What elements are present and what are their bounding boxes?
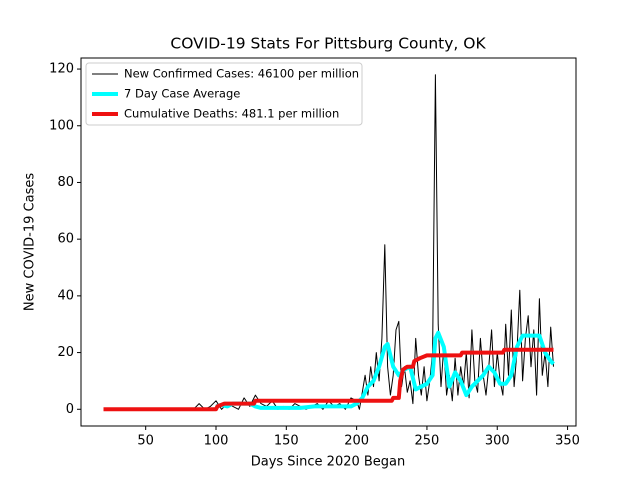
y-axis-label: New COVID-19 Cases xyxy=(23,173,38,311)
chart-title: COVID-19 Stats For Pittsburg County, OK xyxy=(170,35,486,53)
x-tick-label: 200 xyxy=(344,434,369,449)
legend-label: Cumulative Deaths: 481.1 per million xyxy=(124,107,339,121)
x-axis-label: Days Since 2020 Began xyxy=(251,455,406,470)
x-tick-label: 100 xyxy=(204,434,229,449)
y-tick-label: 40 xyxy=(57,288,74,303)
x-tick-label: 300 xyxy=(485,434,510,449)
plot-frame xyxy=(80,57,577,427)
legend-label: 7 Day Case Average xyxy=(124,87,240,101)
y-tick-label: 60 xyxy=(57,232,74,247)
x-tick-label: 350 xyxy=(555,434,580,449)
y-tick-label: 80 xyxy=(57,175,74,190)
data-line xyxy=(215,330,555,410)
y-tick-label: 120 xyxy=(49,62,74,77)
x-tick-label: 250 xyxy=(415,434,440,449)
x-tick-label: 50 xyxy=(137,434,154,449)
y-tick-label: 100 xyxy=(49,118,74,133)
legend-label: New Confirmed Cases: 46100 per million xyxy=(124,67,359,81)
data-line xyxy=(103,347,554,412)
x-tick-label: 150 xyxy=(274,434,299,449)
y-tick-label: 0 xyxy=(66,402,74,417)
legend-box xyxy=(85,62,363,126)
y-tick-label: 20 xyxy=(57,345,74,360)
